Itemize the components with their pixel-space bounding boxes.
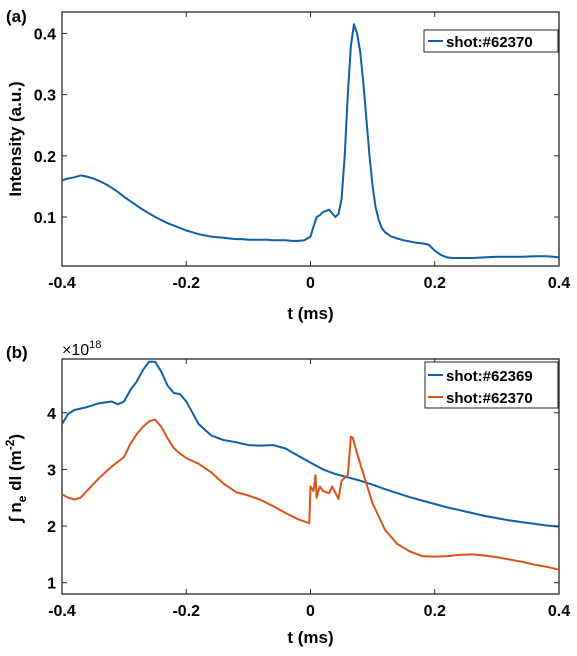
x-tick-label: -0.2 bbox=[172, 275, 200, 292]
panel-b-series-line-1 bbox=[61, 418, 560, 571]
panel-b: (b) ×1018 -0.4 -0.2 0 0.2 0.4 1 2 3 4 t (ms) ∫ … bbox=[3, 339, 570, 647]
panel-a-ylabel: Intensity (a.u.) bbox=[6, 81, 25, 196]
panel-b-exponent-label: ×1018 bbox=[62, 339, 101, 359]
panel-a-yticks: 0.1 0.2 0.3 0.4 bbox=[34, 26, 559, 227]
panel-b-legend-entry-62370: shot:#62370 bbox=[446, 390, 533, 407]
x-tick-label: -0.4 bbox=[48, 275, 76, 292]
panel-a-xlabel: t (ms) bbox=[287, 304, 333, 323]
panel-b-xticks: -0.4 -0.2 0 0.2 0.4 bbox=[48, 359, 570, 620]
y-tick-label: 0.3 bbox=[34, 88, 56, 105]
panel-a-legend: shot:#62370 bbox=[423, 29, 559, 53]
panel-a-xticks: -0.4 -0.2 0 0.2 0.4 bbox=[48, 12, 570, 292]
panel-b-xlabel: t (ms) bbox=[287, 628, 333, 647]
panel-b-ylabel: ∫ ne dl (m-2) bbox=[3, 434, 29, 524]
panel-a-label: (a) bbox=[6, 7, 27, 26]
x-tick-label: 0 bbox=[306, 603, 315, 620]
y-tick-label: 3 bbox=[47, 462, 56, 479]
y-tick-label: 4 bbox=[47, 406, 56, 423]
x-tick-label: 0.2 bbox=[424, 603, 446, 620]
panel-b-legend: shot:#62369 shot:#62370 bbox=[424, 361, 559, 409]
panel-a-series-line-0 bbox=[61, 23, 560, 259]
y-tick-label: 1 bbox=[47, 576, 56, 593]
x-tick-label: 0.4 bbox=[548, 275, 570, 292]
panel-b-yticks: 1 2 3 4 bbox=[47, 406, 559, 593]
x-tick-label: -0.4 bbox=[48, 603, 76, 620]
x-tick-label: -0.2 bbox=[172, 603, 200, 620]
panel-b-series bbox=[61, 360, 560, 571]
y-tick-label: 0.4 bbox=[34, 26, 56, 43]
panel-a: (a) -0.4 -0.2 0 0.2 0.4 0.10.20.30.4 t (ms) … bbox=[6, 7, 570, 323]
y-tick-label: 2 bbox=[47, 519, 56, 536]
y-tick-label: 0.1 bbox=[34, 210, 56, 227]
panel-b-series-line-0 bbox=[61, 360, 560, 528]
x-tick-label: 0.4 bbox=[548, 603, 570, 620]
x-tick-label: 0.2 bbox=[424, 275, 446, 292]
panel-a-series bbox=[61, 23, 560, 259]
panel-a-legend-entry: shot:#62370 bbox=[446, 34, 533, 51]
panel-b-label: (b) bbox=[6, 343, 28, 362]
panel-b-legend-box bbox=[424, 361, 559, 409]
panel-b-legend-entry-62369: shot:#62369 bbox=[446, 368, 533, 385]
x-tick-label: 0 bbox=[306, 275, 315, 292]
panel-a-legend-box bbox=[423, 29, 559, 53]
y-tick-label: 0.2 bbox=[34, 149, 56, 166]
